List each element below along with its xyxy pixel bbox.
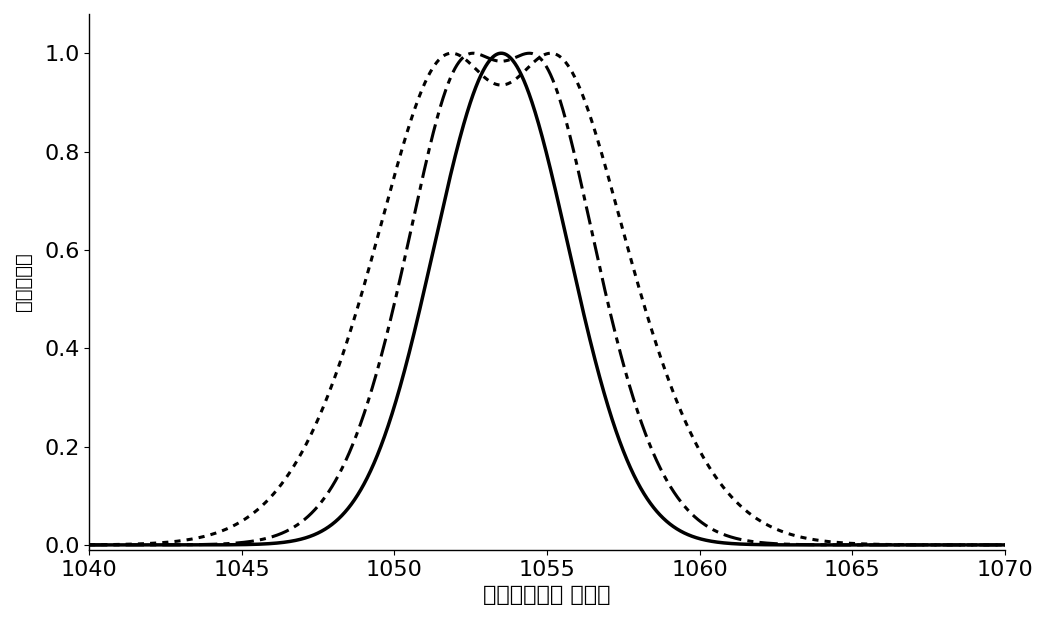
Y-axis label: 归一化强度: 归一化强度 bbox=[14, 253, 32, 311]
X-axis label: 波长（单位： 纳米）: 波长（单位： 纳米） bbox=[484, 585, 610, 605]
